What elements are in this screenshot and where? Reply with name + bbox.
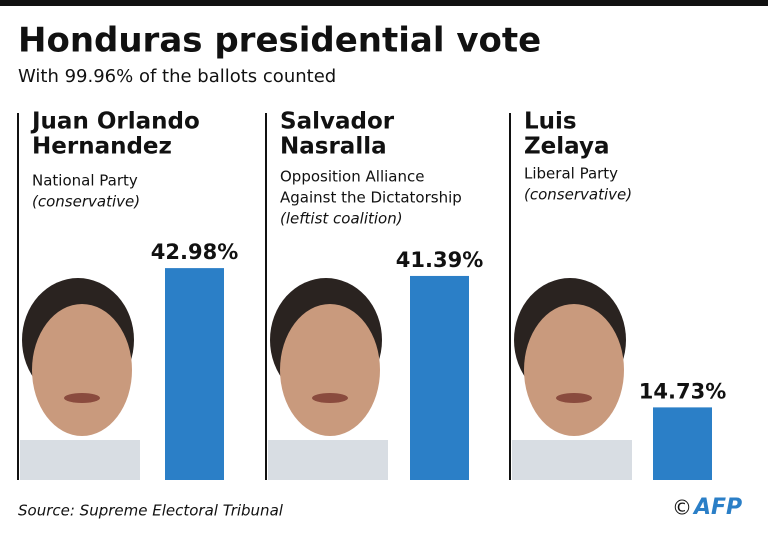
credit: AFP bbox=[692, 495, 742, 520]
portrait-shirt bbox=[268, 440, 388, 480]
candidate-name: Zelaya bbox=[524, 134, 610, 160]
portrait-shirt bbox=[20, 440, 140, 480]
top-strip bbox=[0, 0, 768, 6]
portrait-face bbox=[524, 304, 624, 436]
candidate-party: Opposition Alliance bbox=[280, 168, 424, 186]
candidate-party: Liberal Party bbox=[524, 165, 618, 183]
copyright-sign: © bbox=[672, 496, 692, 520]
candidate-note: (conservative) bbox=[524, 186, 632, 204]
value-label: 42.98% bbox=[151, 240, 238, 264]
portrait-face bbox=[280, 304, 380, 436]
portrait-mouth bbox=[64, 393, 100, 403]
candidate-name: Juan Orlando bbox=[30, 109, 200, 135]
portrait-shirt bbox=[512, 440, 632, 480]
source: Source: Supreme Electoral Tribunal bbox=[18, 502, 284, 520]
candidate-note: (conservative) bbox=[32, 193, 140, 211]
bar bbox=[410, 275, 469, 480]
candidate-name: Luis bbox=[524, 109, 577, 135]
portrait-face bbox=[32, 304, 132, 436]
chart-title: Honduras presidential vote bbox=[18, 21, 541, 61]
portrait-mouth bbox=[312, 393, 348, 403]
value-label: 14.73% bbox=[639, 379, 726, 403]
bar bbox=[653, 407, 712, 480]
bar bbox=[165, 268, 224, 480]
value-label: 41.39% bbox=[396, 248, 483, 272]
candidate-name: Hernandez bbox=[32, 134, 172, 160]
candidate-party: National Party bbox=[32, 172, 138, 190]
candidate-name: Nasralla bbox=[280, 134, 387, 160]
candidate-party: Against the Dictatorship bbox=[280, 189, 462, 207]
candidate-name: Salvador bbox=[280, 109, 395, 135]
candidate-note: (leftist coalition) bbox=[280, 210, 403, 228]
portrait-mouth bbox=[556, 393, 592, 403]
chart-subtitle: With 99.96% of the ballots counted bbox=[18, 66, 336, 87]
